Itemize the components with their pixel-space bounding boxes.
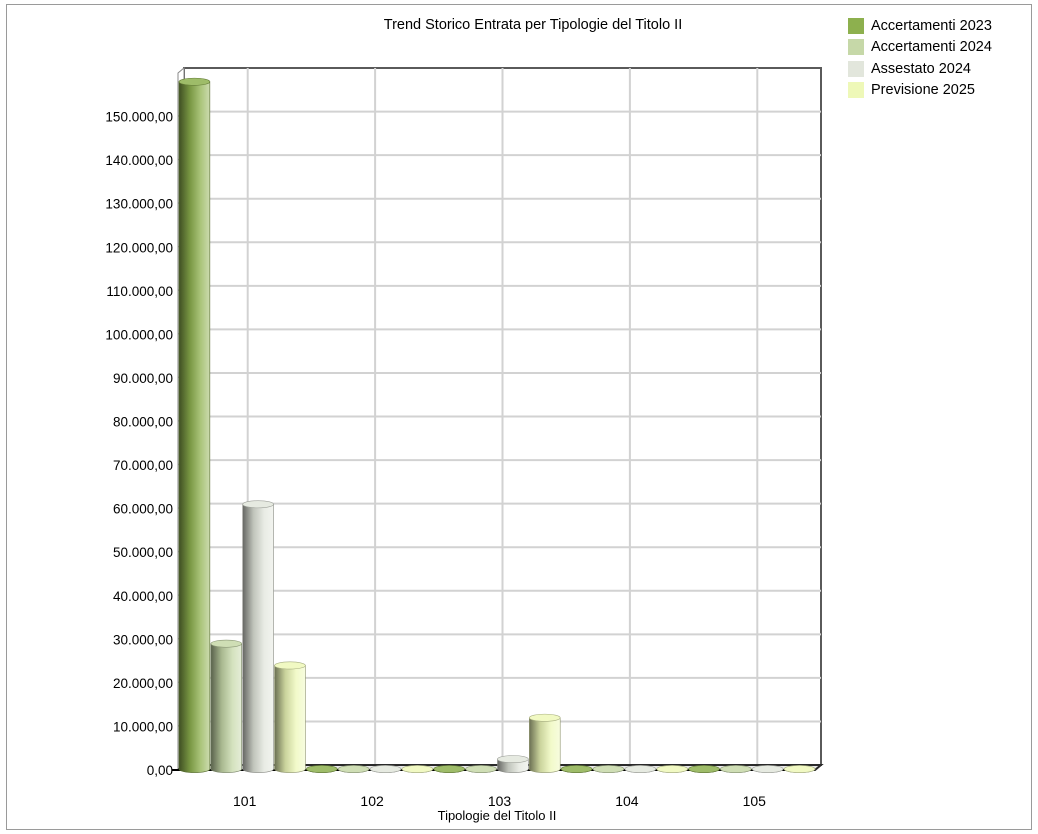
bar-top <box>656 765 688 773</box>
y-tick-label: 130.000,00 <box>105 197 173 212</box>
bar-top <box>624 765 657 773</box>
bar <box>465 765 497 773</box>
y-tick-label: 140.000,00 <box>105 153 173 168</box>
bar <box>178 77 211 773</box>
y-tick-label: 20.000,00 <box>113 676 173 691</box>
bar <box>592 765 625 773</box>
x-tick-label: 103 <box>488 793 512 809</box>
bar-top <box>529 713 561 722</box>
bar <box>337 765 370 773</box>
bar-body <box>529 717 561 773</box>
bar-top <box>369 765 402 773</box>
y-tick-label: 100.000,00 <box>105 327 173 342</box>
bar <box>369 765 402 773</box>
bar-body <box>274 665 306 773</box>
bar-top <box>560 765 593 773</box>
legend-item: Accertamenti 2024 <box>848 37 992 59</box>
y-tick-label: 40.000,00 <box>113 589 173 604</box>
bar <box>274 661 306 773</box>
bar <box>624 765 657 773</box>
x-tick-label: 101 <box>233 793 257 809</box>
bar-top <box>433 765 465 773</box>
bar-top <box>465 765 497 773</box>
legend-swatch <box>848 39 864 56</box>
legend-item: Accertamenti 2023 <box>848 15 992 37</box>
bar <box>529 713 561 773</box>
legend-swatch <box>848 82 864 99</box>
y-tick-label: 80.000,00 <box>113 415 173 430</box>
legend-swatch <box>848 17 864 34</box>
bar <box>688 765 720 773</box>
y-tick-label: 90.000,00 <box>113 371 173 386</box>
bar-body <box>178 81 211 773</box>
bar <box>401 765 434 773</box>
legend-item: Assestato 2024 <box>848 58 992 80</box>
bar-top <box>592 765 625 773</box>
bar <box>210 639 242 773</box>
y-tick-label: 120.000,00 <box>105 240 173 255</box>
y-tick-label: 30.000,00 <box>113 632 173 647</box>
bar <box>433 765 465 773</box>
y-tick-label: 150.000,00 <box>105 110 173 125</box>
y-tick-label: 10.000,00 <box>113 719 173 734</box>
legend-swatch <box>848 60 864 77</box>
bar-top <box>401 765 434 773</box>
chart-legend: Accertamenti 2023 Accertamenti 2024 Assest… <box>848 15 992 101</box>
x-tick-label: 104 <box>615 793 639 809</box>
bar-top <box>783 765 816 773</box>
y-tick-label: 50.000,00 <box>113 545 173 560</box>
x-tick-label: 102 <box>360 793 384 809</box>
x-tick-label: 105 <box>743 793 767 809</box>
bar <box>560 765 593 773</box>
bar-top <box>178 77 211 86</box>
bar-body <box>242 503 274 773</box>
bar-top <box>274 661 306 670</box>
bar-top <box>210 639 242 648</box>
legend-label: Previsione 2025 <box>871 82 975 99</box>
bar-body <box>210 643 242 773</box>
bar <box>497 755 529 773</box>
bar <box>656 765 688 773</box>
y-tick-label: 70.000,00 <box>113 458 173 473</box>
y-tick-label: 60.000,00 <box>113 502 173 517</box>
bar-top <box>497 755 529 764</box>
legend-item: Previsione 2025 <box>848 80 992 102</box>
bar-top <box>751 765 784 773</box>
legend-label: Accertamenti 2023 <box>871 17 992 34</box>
legend-label: Accertamenti 2024 <box>871 39 992 56</box>
bar-top <box>337 765 370 773</box>
bar-top <box>688 765 720 773</box>
y-tick-label: 0,00 <box>147 763 173 778</box>
bar-top <box>306 765 338 773</box>
bar <box>242 500 274 773</box>
y-tick-label: 110.000,00 <box>106 284 173 299</box>
bar-top <box>720 765 752 773</box>
chart-title: Trend Storico Entrata per Tipologie del … <box>384 17 682 33</box>
bar <box>783 765 816 773</box>
bar <box>306 765 338 773</box>
bar <box>720 765 752 773</box>
legend-label: Assestato 2024 <box>871 60 971 77</box>
x-axis-label: Tipologie del Titolo II <box>438 808 557 823</box>
bar <box>751 765 784 773</box>
bar-top <box>242 500 274 509</box>
